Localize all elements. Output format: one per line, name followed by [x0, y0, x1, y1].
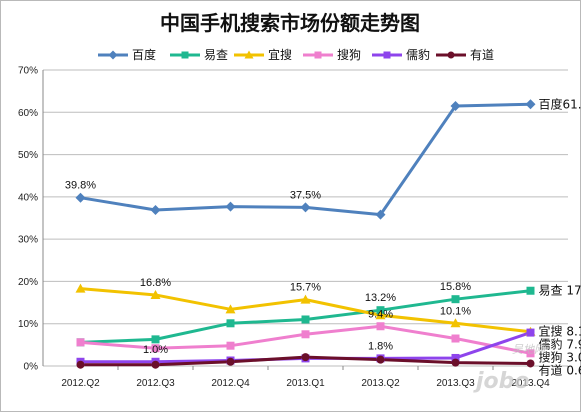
end-label: 儒豹 7.9% — [539, 337, 581, 352]
x-axis: 2012.Q2 2012.Q3 2012.Q4 2013.Q1 2013.Q2 2013.… — [61, 366, 569, 389]
legend-marker-0 — [108, 50, 118, 60]
point-5-0 — [76, 360, 85, 369]
point-2-0 — [75, 283, 86, 293]
x-tick-label: 2012.Q3 — [136, 378, 175, 389]
legend-marker-4 — [383, 51, 391, 59]
data-label: 1.8% — [368, 340, 393, 352]
y-tick-label: 60% — [18, 108, 38, 119]
point-1-3 — [301, 315, 310, 324]
point-1-1 — [151, 335, 160, 344]
gridlines — [42, 69, 568, 367]
point-0-2 — [225, 201, 236, 212]
point-5-3 — [301, 353, 310, 362]
end-labels: 百度61.9% 易查 17.8% 宜搜 8.1%儒豹 7.9%搜狗 3.0%有道 0… — [539, 96, 581, 377]
point-4-6 — [526, 328, 535, 337]
point-0-6 — [525, 99, 536, 110]
end-label: 易查 17.8% — [539, 284, 581, 298]
legend-label-4: 儒豹 — [406, 47, 430, 62]
watermark: 吴地网 jobo — [473, 343, 547, 394]
point-0-1 — [150, 204, 161, 215]
point-3-0 — [76, 338, 85, 347]
point-3-4 — [376, 322, 385, 331]
legend-marker-2 — [244, 50, 254, 59]
point-3-6 — [526, 349, 535, 358]
point-2-3 — [300, 294, 311, 304]
end-label: 搜狗 3.0% — [539, 350, 581, 365]
legend-marker-5 — [447, 51, 455, 59]
y-tick-label: 30% — [18, 235, 38, 246]
data-label: 15.7% — [290, 282, 321, 294]
point-2-2 — [225, 304, 236, 314]
data-labels: 39.8% 37.5% 16.8% 15.7% 13.2% 15.8% 10.1% 9.4% 1… — [65, 180, 471, 356]
x-tick-label: 2013.Q1 — [286, 378, 325, 389]
series-markers — [75, 99, 536, 369]
point-2-5 — [450, 318, 461, 328]
point-1-4 — [376, 306, 385, 315]
y-tick-label: 70% — [18, 66, 38, 77]
y-tick-label: 50% — [18, 150, 38, 161]
data-label: 1.0% — [143, 344, 168, 356]
data-label: 39.8% — [65, 180, 96, 192]
point-5-4 — [376, 355, 385, 364]
point-0-4 — [375, 209, 386, 220]
legend-label-3: 搜狗 — [337, 47, 361, 62]
end-label: 百度61.9% — [539, 96, 581, 111]
y-tick-label: 20% — [18, 277, 38, 288]
legend-marker-3 — [314, 51, 322, 59]
point-3-1 — [151, 344, 160, 353]
y-axis: 0% 10% 20% 30% 40% 50% 60% 70% — [18, 66, 38, 373]
point-5-1 — [151, 360, 160, 369]
point-3-2 — [226, 341, 235, 350]
y-tick-label: 0% — [24, 362, 39, 373]
data-label: 9.4% — [368, 308, 393, 320]
point-0-0 — [75, 192, 86, 203]
y-tick-label: 40% — [18, 192, 38, 203]
data-label: 15.8% — [440, 281, 471, 293]
point-0-5 — [450, 100, 461, 111]
legend-label-5: 有道 — [470, 48, 494, 62]
x-tick-label: 2013.Q2 — [361, 378, 400, 389]
watermark-text: jobo — [473, 369, 530, 394]
legend-label-0: 百度 — [132, 47, 156, 62]
data-label: 10.1% — [440, 305, 471, 317]
end-label: 有道 0.6% — [539, 364, 581, 378]
point-5-2 — [226, 357, 235, 366]
point-1-2 — [226, 319, 235, 328]
point-2-4 — [375, 310, 386, 320]
point-2-1 — [150, 289, 161, 299]
x-tick-label: 2012.Q2 — [61, 378, 100, 389]
watermark-cn: 吴地网 — [512, 343, 547, 356]
legend-marker-1 — [181, 51, 189, 59]
chart-title: 中国手机搜索市场份额走势图 — [160, 11, 420, 35]
data-label: 13.2% — [365, 292, 396, 304]
point-3-5 — [451, 334, 460, 343]
point-5-6 — [526, 359, 535, 368]
legend-label-2: 宜搜 — [268, 47, 292, 62]
y-tick-label: 10% — [18, 319, 38, 330]
data-label: 37.5% — [290, 189, 321, 201]
point-1-5 — [451, 295, 460, 304]
x-tick-label: 2012.Q4 — [211, 378, 250, 389]
point-0-3 — [300, 202, 311, 213]
x-tick-label: 2013.Q3 — [436, 378, 475, 389]
legend-label-1: 易查 — [204, 48, 228, 62]
point-5-5 — [451, 358, 460, 367]
point-4-5 — [451, 353, 460, 362]
series-lines — [80, 102, 531, 367]
end-label: 宜搜 8.1% — [539, 324, 581, 339]
x-tick-label: 2013.Q4 — [511, 378, 550, 389]
point-3-3 — [301, 330, 310, 339]
legend: 百度 易查 宜搜 搜狗 儒豹 有道 — [98, 47, 494, 62]
data-label: 16.8% — [140, 277, 171, 289]
point-1-6 — [526, 286, 535, 295]
